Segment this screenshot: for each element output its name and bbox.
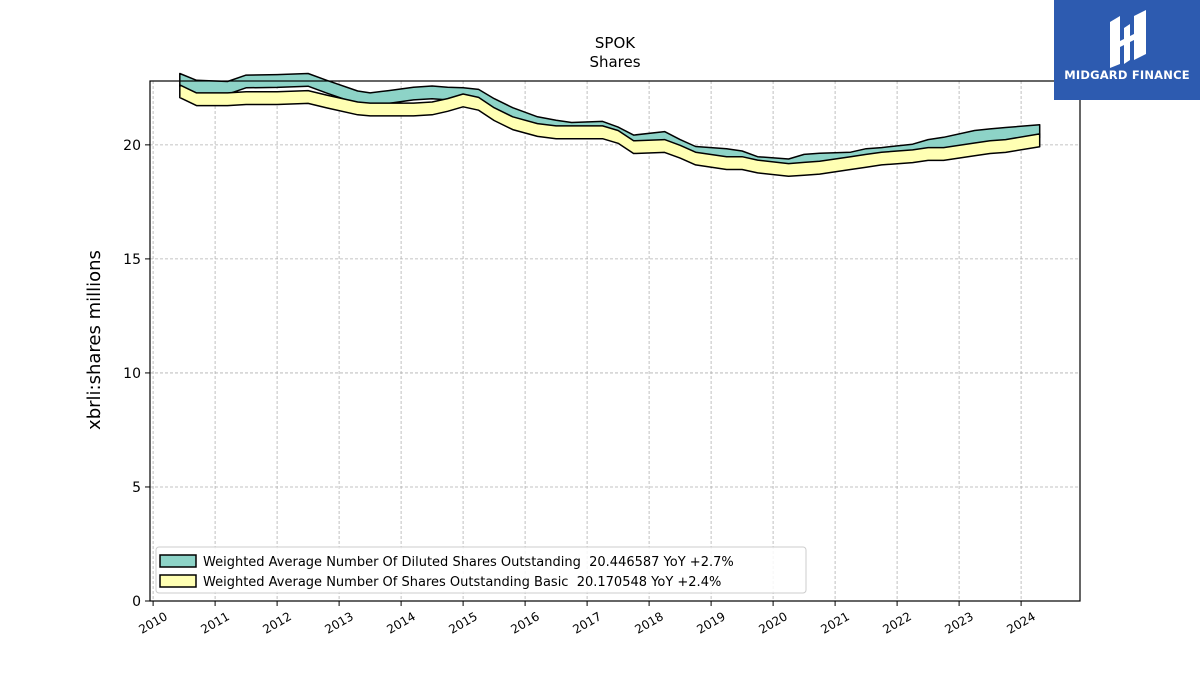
chart-subtitle: Shares: [589, 53, 640, 71]
x-tick-label: 2019: [694, 609, 727, 636]
legend-label: Weighted Average Number Of Shares Outsta…: [203, 575, 721, 590]
legend-swatch: [159, 554, 197, 568]
legend: Weighted Average Number Of Diluted Share…: [155, 546, 807, 594]
legend-label: Weighted Average Number Of Diluted Share…: [203, 555, 734, 570]
x-tick-label: 2020: [756, 609, 789, 636]
legend-swatch: [159, 574, 197, 588]
logo-text: MIDGARD FINANCE: [1064, 68, 1190, 82]
y-axis: 0 5 10 15 20: [123, 138, 150, 610]
series-band-2: [179, 84, 1041, 178]
x-tick-label: 2017: [570, 609, 603, 636]
x-tick-label: 2013: [322, 609, 355, 636]
y-tick-label: 15: [123, 252, 141, 268]
y-tick-label: 5: [132, 480, 141, 496]
x-tick-label: 2010: [136, 609, 169, 636]
y-tick-label: 20: [123, 138, 141, 154]
x-tick-label: 2021: [818, 609, 851, 636]
legend-box: [155, 546, 807, 594]
x-tick-label: 2011: [198, 609, 231, 636]
logo-mark-icon: [1110, 10, 1146, 68]
x-tick-label: 2014: [384, 609, 417, 636]
y-axis-label: xbrli:shares millions: [84, 250, 105, 430]
x-tick-label: 2015: [446, 609, 479, 636]
x-tick-label: 2022: [880, 609, 913, 636]
series-layer: [179, 72, 1041, 178]
brand-logo: MIDGARD FINANCE: [1054, 0, 1200, 100]
x-tick-label: 2012: [260, 609, 293, 636]
y-tick-label: 0: [132, 594, 141, 610]
y-tick-label: 10: [123, 366, 141, 382]
x-tick-label: 2024: [1004, 609, 1037, 636]
x-tick-label: 2018: [632, 609, 665, 636]
chart-title: SPOK: [595, 34, 636, 52]
plot-frame: [149, 80, 1081, 602]
x-tick-label: 2023: [942, 609, 975, 636]
x-axis: 2010 2011 2012 2013 2014 2015 2016 2017 2018 2019…: [136, 601, 1038, 637]
x-tick-label: 2016: [508, 609, 541, 636]
